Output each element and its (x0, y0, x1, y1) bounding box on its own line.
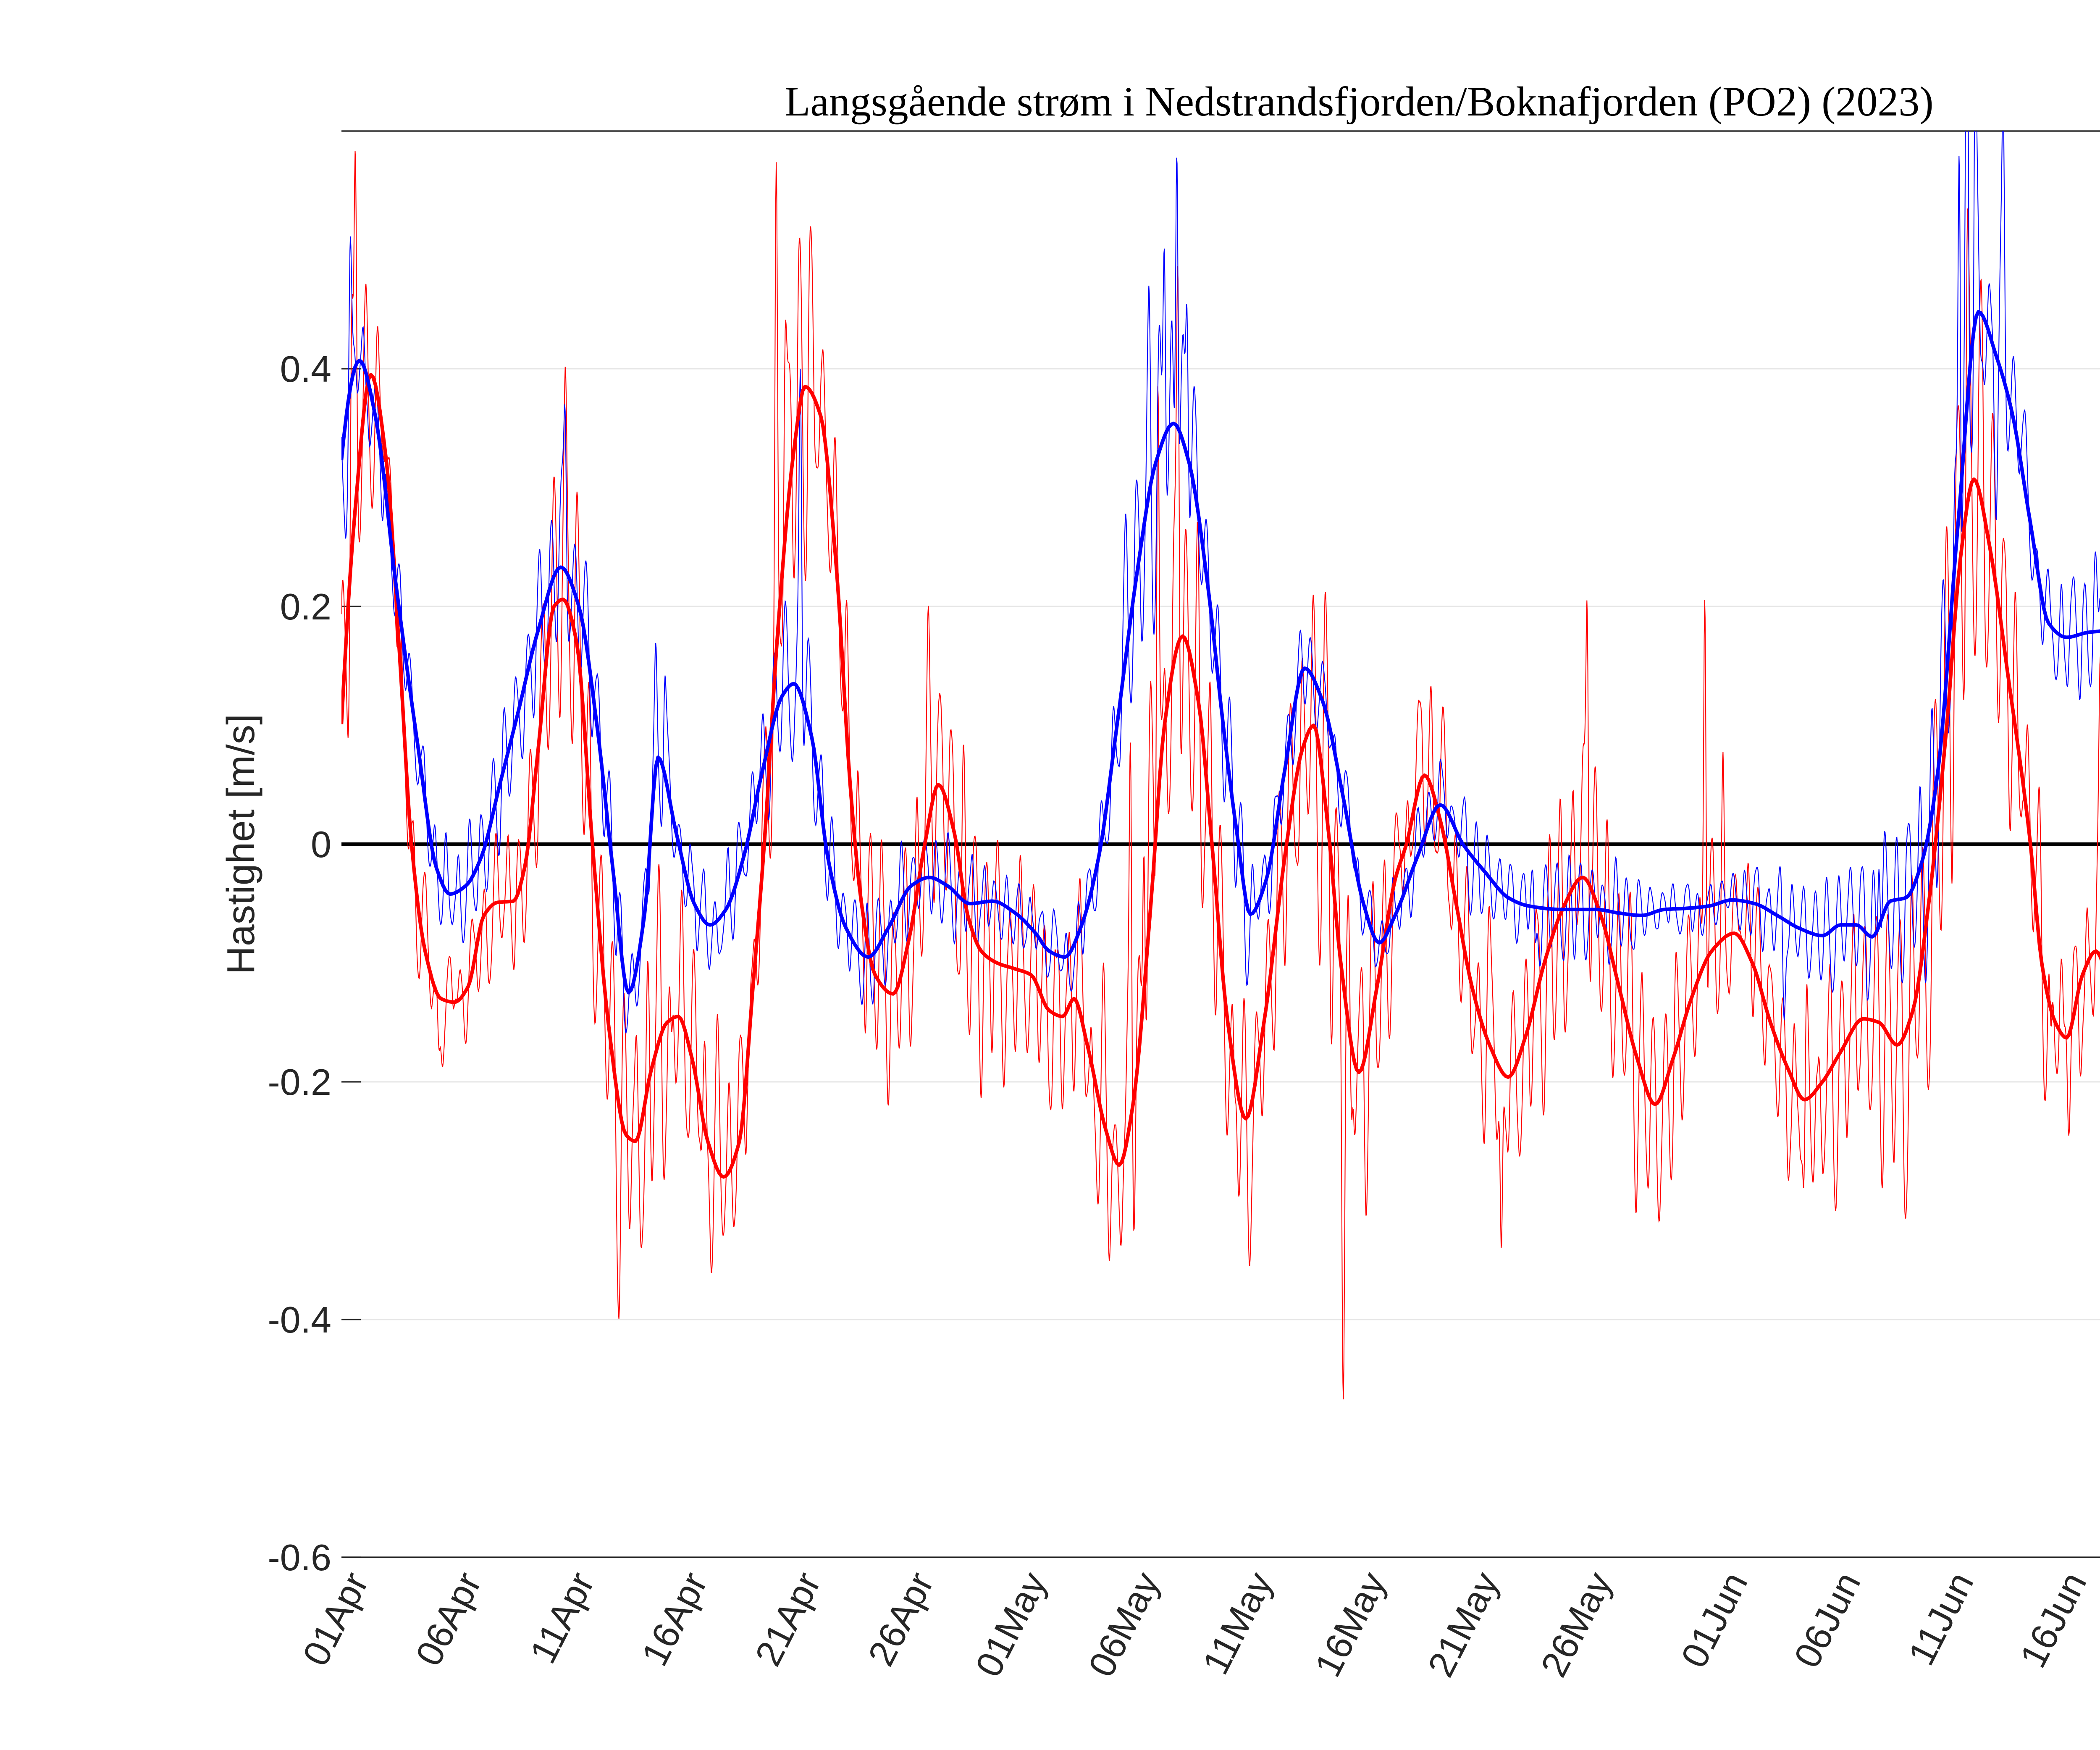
svg-text:Langsgående strøm i Nedstrands: Langsgående strøm i Nedstrandsfjorden/Bo… (785, 78, 1933, 125)
svg-text:0.2: 0.2 (280, 586, 331, 627)
svg-text:Hastighet [m/s]: Hastighet [m/s] (219, 714, 262, 974)
svg-text:0: 0 (311, 824, 331, 865)
svg-text:0.4: 0.4 (280, 348, 331, 390)
svg-text:-0.2: -0.2 (268, 1061, 331, 1103)
svg-text:-0.4: -0.4 (268, 1299, 331, 1341)
svg-text:-0.6: -0.6 (268, 1537, 331, 1578)
